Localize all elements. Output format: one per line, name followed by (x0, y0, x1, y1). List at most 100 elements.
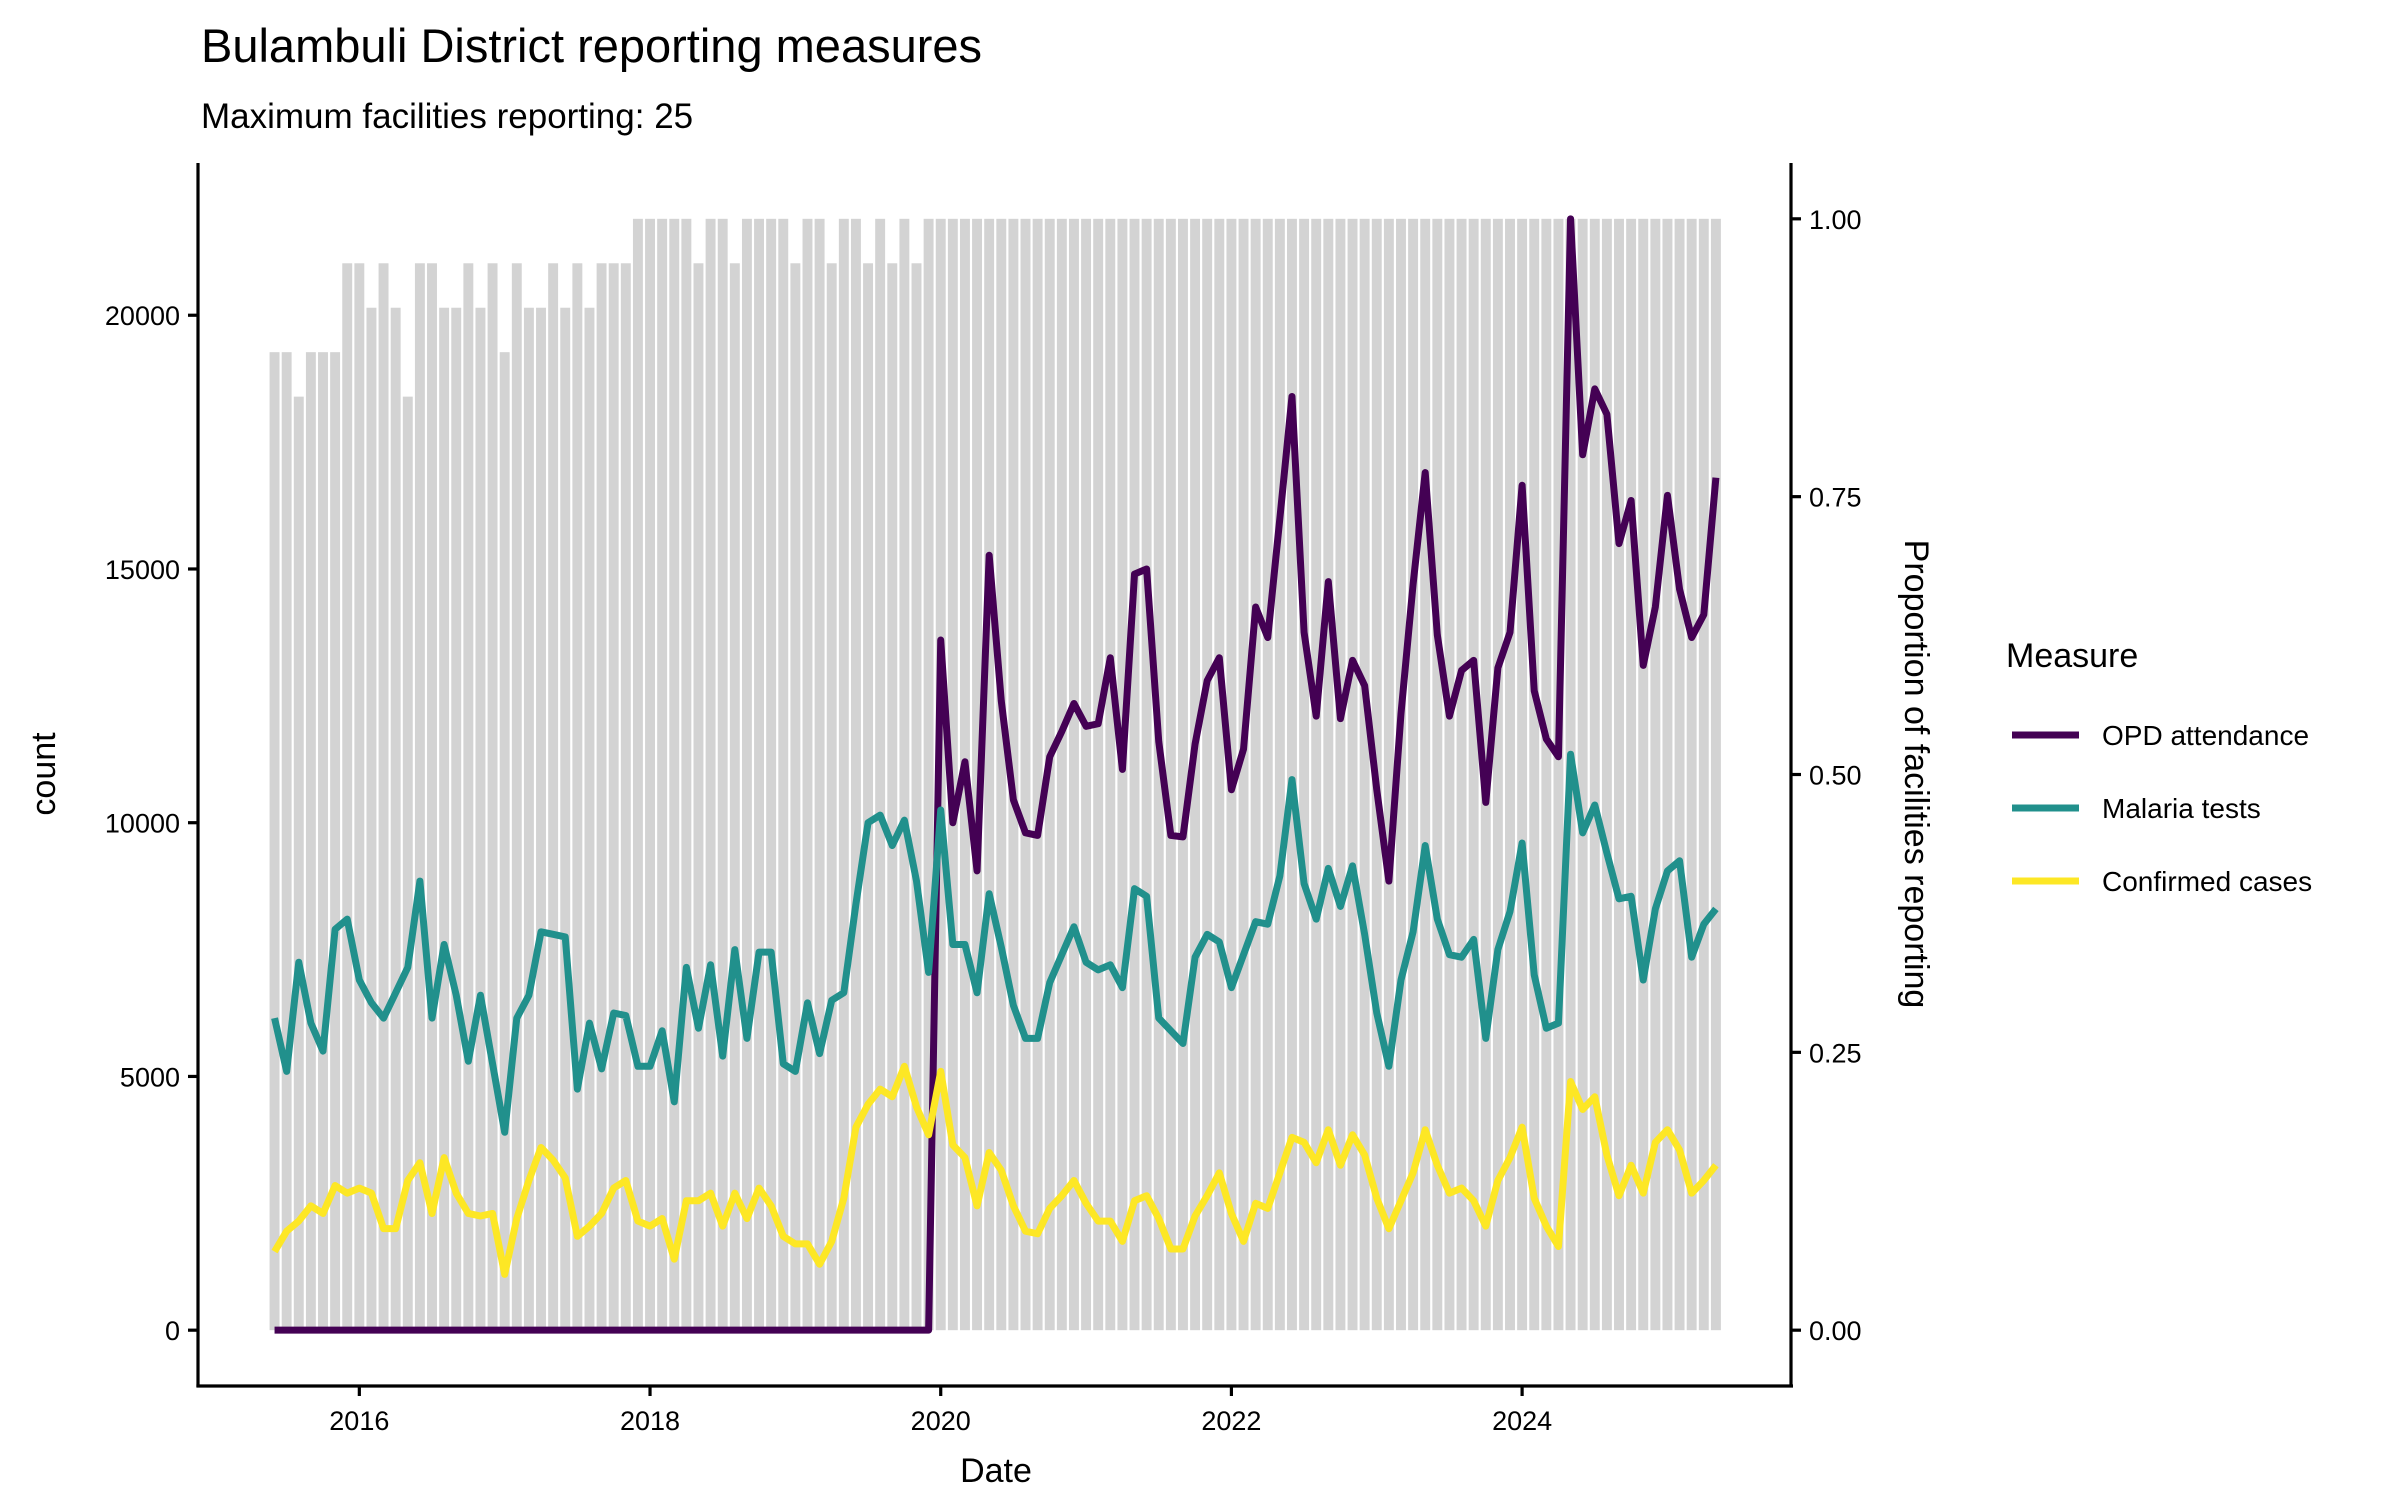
reporting-bar (814, 218, 825, 1331)
reporting-bar (1299, 218, 1310, 1331)
reporting-bar (463, 263, 474, 1331)
reporting-bar (657, 218, 668, 1331)
reporting-bar (838, 218, 849, 1331)
reporting-bar (1396, 218, 1406, 1331)
reporting-bar (1347, 218, 1358, 1331)
reporting-bar (1165, 218, 1176, 1331)
reporting-bar (1129, 218, 1140, 1331)
x-tick-label: 2024 (1492, 1406, 1552, 1436)
series-line-confirmed-cases (271, 1062, 1719, 1278)
reporting-bar (1117, 218, 1128, 1331)
series-line-malaria-tests (271, 750, 1719, 1136)
reporting-bar (972, 218, 983, 1331)
series-lines (271, 215, 1720, 1334)
reporting-bar (1686, 218, 1697, 1331)
reporting-bar (1698, 218, 1709, 1331)
reporting-bar (1420, 218, 1431, 1331)
reporting-bar (281, 352, 292, 1331)
reporting-bar (318, 352, 328, 1331)
reporting-bar (632, 218, 643, 1331)
reporting-bar (1710, 218, 1721, 1331)
reporting-bar (1456, 218, 1467, 1331)
reporting-bar (1250, 218, 1261, 1331)
reporting-bar (1178, 218, 1188, 1331)
reporting-bar (899, 218, 910, 1331)
y2-tick-label: 0.25 (1809, 1038, 1862, 1068)
reporting-bar (1153, 218, 1164, 1331)
reporting-bar (451, 307, 462, 1331)
reporting-bar (572, 263, 583, 1331)
reporting-bar (487, 263, 498, 1331)
reporting-bar (427, 263, 437, 1331)
reporting-bar (693, 263, 704, 1331)
reporting-bar (620, 263, 631, 1331)
reporting-bar (342, 263, 353, 1331)
reporting-bar (1274, 218, 1285, 1331)
reporting-bar (681, 218, 692, 1331)
reporting-bar (1335, 218, 1346, 1331)
reporting-bar (1287, 218, 1297, 1331)
y-axis-right-ticks: 0.00 0.25 0.50 0.75 1.00 (1791, 205, 1862, 1346)
x-axis-title: Date (960, 1452, 1032, 1490)
reporting-bar (1614, 218, 1624, 1331)
reporting-bar (741, 218, 752, 1331)
y-tick-label: 20000 (105, 301, 180, 331)
y2-axis-title: Proportion of facilities reporting (1897, 540, 1935, 1009)
reporting-bar (1492, 218, 1503, 1331)
reporting-bar (1105, 218, 1116, 1331)
reporting-bar (911, 263, 922, 1331)
reporting-bar (402, 396, 413, 1331)
reporting-bar (354, 263, 365, 1331)
reporting-bar (1311, 218, 1322, 1331)
reporting-bar (1505, 218, 1515, 1331)
x-tick-label: 2020 (911, 1406, 971, 1436)
reporting-bar (1626, 218, 1637, 1331)
reporting-bar (729, 263, 740, 1331)
reporting-bar (1553, 218, 1564, 1331)
reporting-bar (778, 218, 789, 1331)
reporting-bar (293, 396, 304, 1331)
y2-tick-label: 0.50 (1809, 761, 1862, 791)
legend-label-malaria: Malaria tests (2102, 793, 2261, 824)
legend-item-malaria: Malaria tests (2012, 793, 2261, 824)
reporting-bar (366, 307, 377, 1331)
reporting-bar (717, 218, 728, 1331)
reporting-bar (1032, 218, 1043, 1331)
reporting-bar (1589, 218, 1600, 1331)
reporting-bar (887, 263, 898, 1331)
reporting-bar (1383, 218, 1394, 1331)
reporting-bar (523, 307, 534, 1331)
reporting-bar (1432, 218, 1443, 1331)
reporting-bar (390, 307, 401, 1331)
reporting-bar (548, 263, 559, 1331)
y2-tick-label: 1.00 (1809, 205, 1862, 235)
x-tick-label: 2022 (1201, 1406, 1261, 1436)
legend-title: Measure (2006, 637, 2138, 675)
y2-tick-label: 0.00 (1809, 1316, 1862, 1346)
reporting-bar (1081, 218, 1092, 1331)
y2-tick-label: 0.75 (1809, 483, 1862, 513)
x-tick-label: 2018 (620, 1406, 680, 1436)
reporting-bar (305, 352, 316, 1331)
legend-item-confirmed: Confirmed cases (2012, 866, 2312, 897)
legend-label-opd: OPD attendance (2102, 720, 2309, 751)
reporting-bar (790, 263, 801, 1331)
reporting-bar (1408, 218, 1419, 1331)
legend-label-confirmed: Confirmed cases (2102, 866, 2312, 897)
reporting-bar (1262, 218, 1273, 1331)
reporting-bar (511, 263, 522, 1331)
reporting-bar (1238, 218, 1249, 1331)
y-tick-label: 10000 (105, 809, 180, 839)
reporting-bar (863, 263, 874, 1331)
reporting-bar (439, 307, 450, 1331)
reporting-bar (608, 263, 619, 1331)
reporting-bar (1650, 218, 1661, 1331)
reporting-bar (1468, 218, 1479, 1331)
reporting-bar (560, 307, 571, 1331)
reporting-bar (766, 218, 777, 1331)
reporting-bar (1020, 218, 1031, 1331)
y-tick-label: 0 (165, 1316, 180, 1346)
chart-subtitle: Maximum facilities reporting: 25 (201, 97, 693, 136)
reporting-bar (705, 218, 716, 1331)
